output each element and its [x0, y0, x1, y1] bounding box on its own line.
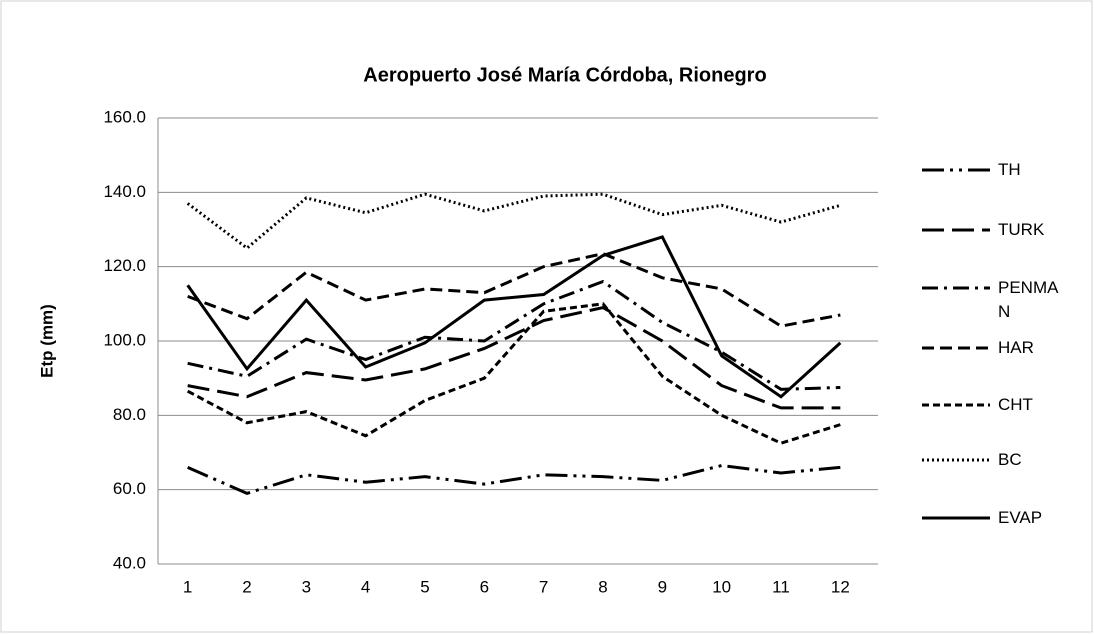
x-tick-label: 3 — [302, 577, 311, 596]
x-tick-label: 6 — [480, 577, 489, 596]
x-tick-label: 1 — [183, 577, 192, 596]
legend-label: BC — [998, 450, 1022, 469]
y-tick-label: 100.0 — [103, 330, 146, 349]
line-series — [186, 302, 841, 445]
y-tick-label: 80.0 — [113, 405, 146, 424]
legend-label: PENMAN — [998, 278, 1059, 321]
line-series — [187, 252, 841, 328]
y-tick-label: 40.0 — [113, 553, 146, 572]
x-tick-label: 10 — [712, 577, 731, 596]
x-tick-label: 2 — [242, 577, 251, 596]
line-series — [186, 235, 842, 399]
y-tick-label: 120.0 — [103, 256, 146, 275]
legend-label: HAR — [998, 338, 1034, 357]
legend-label: TURK — [998, 220, 1045, 239]
legend-label: EVAP — [998, 508, 1043, 527]
y-tick-label: 140.0 — [103, 182, 146, 201]
legend-label: CHT — [998, 395, 1033, 414]
x-tick-label: 5 — [420, 577, 429, 596]
line-series — [187, 463, 841, 495]
legend-label: TH — [998, 160, 1021, 179]
x-tick-label: 8 — [598, 577, 607, 596]
y-tick-label: 160.0 — [103, 107, 146, 126]
line-series — [186, 192, 841, 251]
line-series — [187, 305, 841, 410]
y-axis-title: Etp (mm) — [37, 304, 56, 378]
x-tick-label: 9 — [658, 577, 667, 596]
x-tick-label: 4 — [361, 577, 370, 596]
chart-title: Aeropuerto José María Córdoba, Rionegro — [363, 64, 766, 86]
line-series — [187, 279, 841, 391]
y-tick-label: 60.0 — [113, 479, 146, 498]
x-tick-label: 11 — [772, 577, 790, 596]
x-tick-label: 12 — [831, 577, 850, 596]
x-tick-label: 7 — [539, 577, 548, 596]
